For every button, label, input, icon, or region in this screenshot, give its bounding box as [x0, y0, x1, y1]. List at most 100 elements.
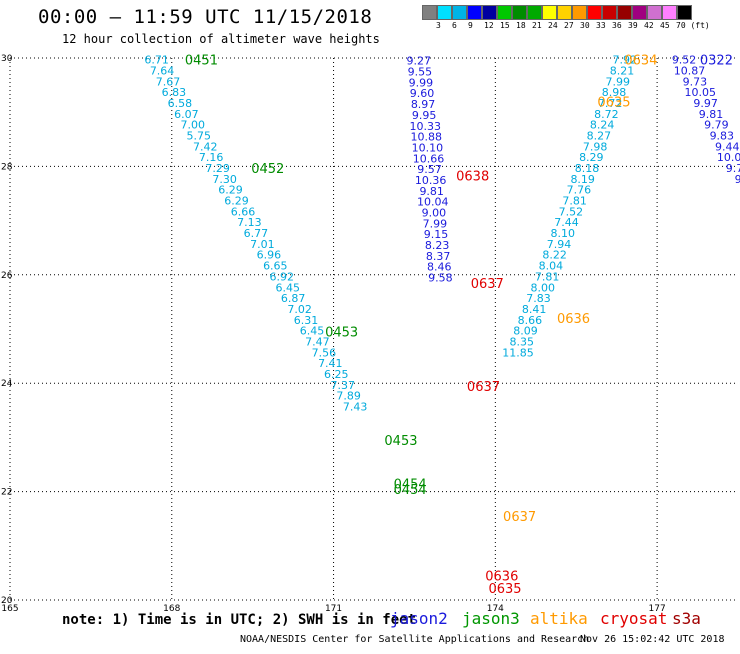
credit-text: NOAA/NESDIS Center for Satellite Applica…	[240, 634, 590, 645]
data-label: 9.81	[419, 185, 444, 198]
data-label: 11.85	[502, 346, 534, 359]
data-label: 7.99	[423, 217, 448, 230]
data-label: 6.29	[218, 184, 243, 197]
data-label: 7.16	[199, 151, 224, 164]
sat-label-jason2: jason2	[390, 609, 448, 628]
legend-label: 70 (ft)	[676, 21, 710, 30]
time-label: 0635	[488, 582, 521, 597]
data-label: 10.88	[411, 131, 443, 144]
time-label: 0637	[471, 277, 504, 292]
data-label: 7.43	[343, 401, 368, 414]
data-label: 9.95	[412, 109, 437, 122]
data-label: 6.45	[275, 281, 300, 294]
data-label: 10.10	[412, 141, 444, 154]
data-label: 7.02	[287, 303, 312, 316]
legend-swatch	[527, 5, 542, 20]
data-label: 9.44	[715, 140, 740, 153]
chart-subtitle: 12 hour collection of altimeter wave hei…	[62, 32, 380, 46]
legend-label: 3	[436, 21, 441, 30]
data-label: 7.30	[212, 173, 237, 186]
data-label: 10.66	[413, 152, 445, 165]
data-label: 7.13	[237, 216, 262, 229]
data-label: 7.00	[181, 119, 206, 132]
data-label: 9.81	[699, 108, 724, 121]
data-label: 8.72	[594, 108, 619, 121]
data-label: 8.35	[510, 335, 535, 348]
data-label: 6.58	[168, 97, 193, 110]
data-label: 9.72	[726, 162, 740, 175]
legend-swatch	[617, 5, 632, 20]
footer-note: note: 1) Time is in UTC; 2) SWH is in fe…	[62, 612, 417, 628]
y-tick-label: 20	[1, 596, 13, 606]
time-label: 0635	[597, 95, 630, 110]
data-label: 6.65	[263, 260, 288, 273]
data-label: 7.76	[567, 184, 592, 197]
legend-label: 15	[500, 21, 510, 30]
legend-label: 24	[548, 21, 558, 30]
data-label: 9.97	[693, 97, 718, 110]
sat-label-cryosat: cryosat	[600, 609, 668, 628]
data-label: 8.29	[579, 151, 604, 164]
time-label: 0637	[503, 510, 536, 525]
data-label: 9.73	[683, 75, 708, 88]
data-label: 8.10	[550, 227, 575, 240]
y-tick-label: 30	[1, 54, 13, 64]
data-label: 7.94	[547, 238, 572, 251]
data-label: 9.99	[409, 76, 434, 89]
data-label: 8.27	[587, 130, 612, 143]
data-label: 8.21	[610, 64, 635, 77]
data-label: 8.97	[411, 98, 436, 111]
legend-label: 39	[628, 21, 638, 30]
data-label: 8.98	[602, 86, 627, 99]
data-label: 6.77	[244, 227, 269, 240]
y-tick-label: 24	[1, 379, 13, 389]
data-label: 8.23	[425, 239, 450, 252]
data-label: 7.99	[605, 75, 630, 88]
legend-swatch	[437, 5, 452, 20]
data-label: 9.5	[735, 173, 740, 186]
legend-label: 45	[660, 21, 670, 30]
legend-swatch	[557, 5, 572, 20]
data-label: 9.58	[428, 272, 453, 285]
time-label: 0454	[394, 477, 427, 492]
sat-label-altika: altika	[530, 609, 588, 628]
x-tick-label: 165	[1, 604, 18, 614]
legend-swatch	[662, 5, 677, 20]
data-label: 6.83	[162, 86, 187, 99]
data-label: 10.36	[415, 174, 447, 187]
x-tick-label: 177	[649, 604, 666, 614]
legend-swatch	[452, 5, 467, 20]
data-label: 8.37	[426, 250, 451, 263]
legend-label: 36	[612, 21, 622, 30]
data-label: 8.24	[590, 119, 615, 132]
data-label: 8.09	[513, 325, 538, 338]
time-label: 0453	[384, 434, 417, 449]
legend-label: 33	[596, 21, 606, 30]
data-label: 10.05	[685, 86, 717, 99]
legend-label: 21	[532, 21, 542, 30]
chart-title: 00:00 — 11:59 UTC 11/15/2018	[38, 6, 373, 28]
data-label: 8.46	[427, 261, 452, 274]
x-tick-label: 174	[487, 604, 504, 614]
time-label: 0634	[624, 54, 657, 69]
time-label: 0451	[185, 54, 218, 69]
legend-label: 18	[516, 21, 526, 30]
legend-swatch	[647, 5, 662, 20]
y-tick-label: 28	[1, 162, 13, 172]
data-label: 6.66	[231, 205, 256, 218]
data-label: 7.98	[583, 140, 608, 153]
data-label: 9.60	[410, 87, 435, 100]
legend-swatch	[677, 5, 692, 20]
legend-swatch	[572, 5, 587, 20]
data-label: 7.01	[250, 238, 275, 251]
time-label: 0322	[700, 54, 733, 69]
data-label: 6.71	[144, 54, 169, 67]
data-label: 9.83	[710, 130, 735, 143]
data-label: 5.75	[186, 130, 211, 143]
legend-label: 42	[644, 21, 654, 30]
data-label: 7.89	[336, 390, 361, 403]
legend-swatch	[632, 5, 647, 20]
data-label: 7.37	[330, 379, 355, 392]
